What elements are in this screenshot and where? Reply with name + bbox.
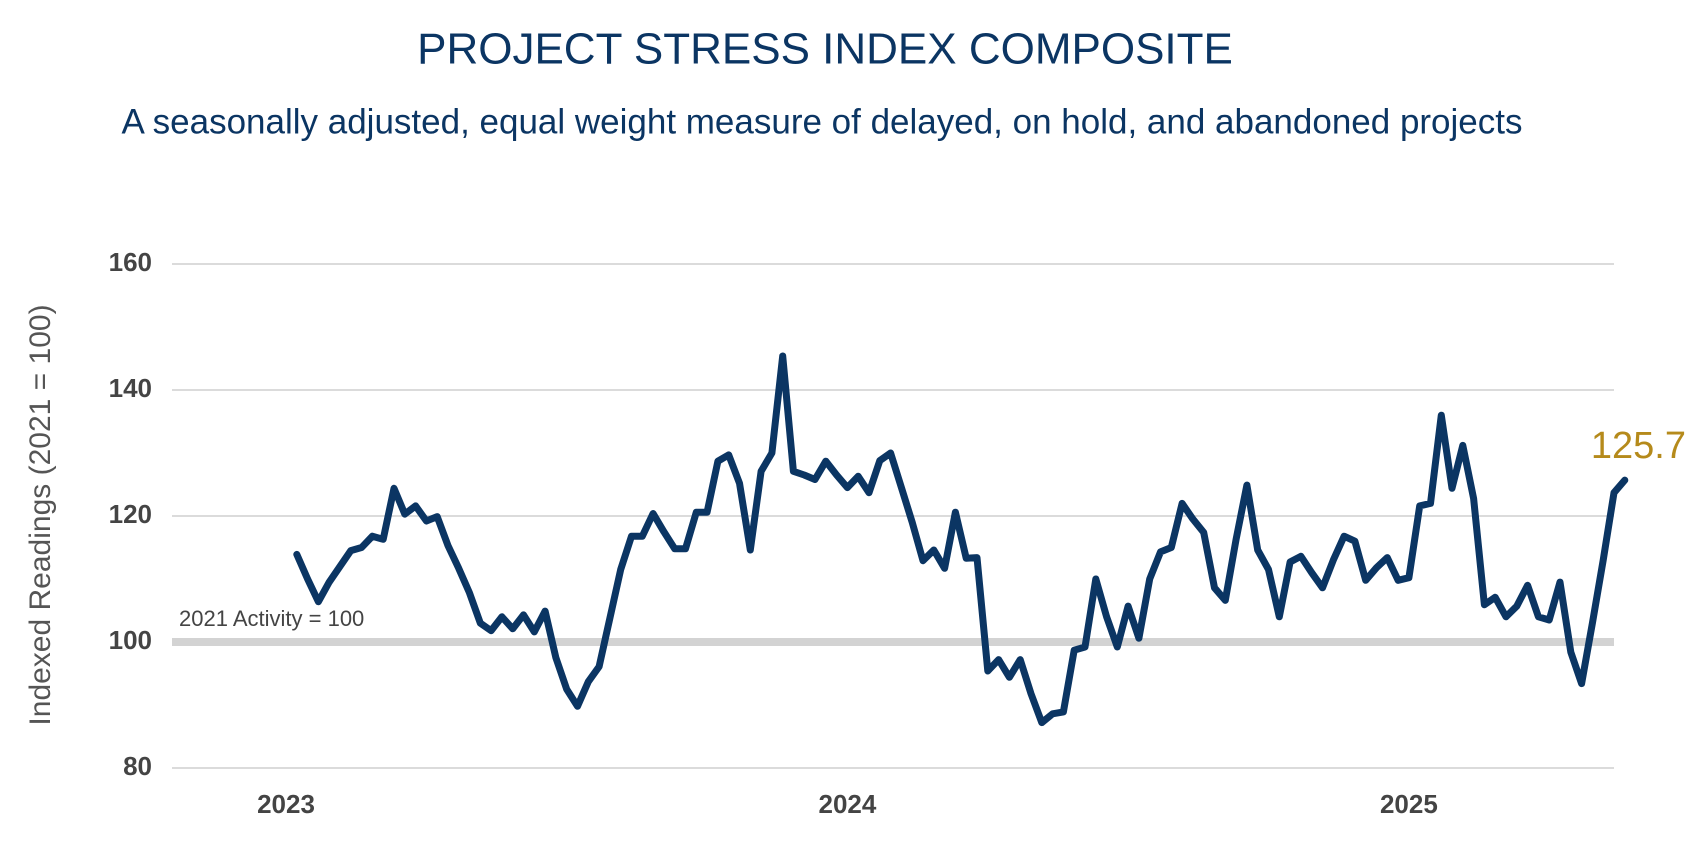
chart-title: PROJECT STRESS INDEX COMPOSITE xyxy=(417,25,1233,74)
chart-subtitle: A seasonally adjusted, equal weight meas… xyxy=(122,102,1523,141)
y-tick-label: 140 xyxy=(109,373,152,403)
reference-label: 2021 Activity = 100 xyxy=(179,606,364,631)
end-value-label: 125.7 xyxy=(1591,425,1686,467)
y-tick-label: 80 xyxy=(123,751,152,781)
y-tick-label: 100 xyxy=(109,625,152,655)
line-series xyxy=(293,352,1629,727)
y-tick-label: 160 xyxy=(109,247,152,277)
x-tick-label: 2025 xyxy=(1380,789,1438,819)
y-axis-title: Indexed Readings (2021 = 100) xyxy=(24,304,57,725)
x-tick-label: 2024 xyxy=(819,789,877,819)
y-tick-label: 120 xyxy=(109,499,152,529)
x-tick-label: 2023 xyxy=(257,789,315,819)
